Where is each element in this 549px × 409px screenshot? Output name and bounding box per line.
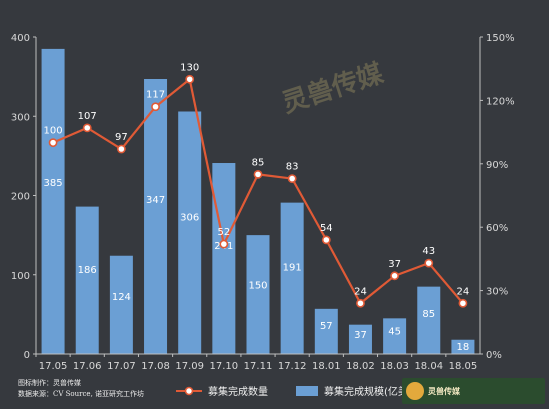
x-tick-label: 17.05 <box>39 361 68 372</box>
bar-value-label: 85 <box>422 309 435 320</box>
bar <box>144 79 168 354</box>
footer-source: 数据来源：CV Source, 诺亚研究工作坊 <box>18 390 145 398</box>
bar <box>178 111 202 355</box>
line-point <box>116 144 126 154</box>
line-value-label: 24 <box>354 286 367 297</box>
line-point <box>390 271 400 281</box>
bar <box>75 206 99 354</box>
line-value-label: 97 <box>115 132 128 143</box>
bar-value-label: 191 <box>283 263 302 274</box>
brand-logo: 灵兽传媒 <box>402 378 545 404</box>
x-tick-label: 18.05 <box>449 361 478 372</box>
bar-value-label: 45 <box>388 326 401 337</box>
line-value-label: 83 <box>286 162 299 173</box>
logo-name: 灵兽传媒 <box>428 386 460 396</box>
line-value-label: 107 <box>78 111 97 122</box>
line-point <box>82 123 92 133</box>
line-point <box>219 239 229 249</box>
line-series <box>48 74 468 308</box>
bar-value-label: 18 <box>457 342 470 353</box>
bar-value-label: 385 <box>44 178 63 189</box>
left-tick-label: 300 <box>11 112 30 123</box>
bar-value-label: 57 <box>320 321 333 332</box>
bar-value-label: 186 <box>78 265 97 276</box>
right-tick-label: 90% <box>486 160 508 171</box>
bar <box>383 318 407 354</box>
left-tick-label: 200 <box>11 192 30 203</box>
bar-value-label: 347 <box>146 195 165 206</box>
footer-credit: 图标制作：灵兽传媒 <box>18 379 81 387</box>
bar <box>246 235 270 354</box>
legend-item-bar: 募集完成规模(亿美元) <box>296 383 422 398</box>
right-tick-label: 0% <box>486 350 502 361</box>
line-point <box>287 174 297 183</box>
line-point <box>424 258 434 268</box>
line-point <box>321 235 331 245</box>
x-tick-label: 17.09 <box>175 361 204 372</box>
x-tick-label: 18.01 <box>312 361 341 372</box>
bar <box>314 308 338 354</box>
line-value-label: 117 <box>146 90 165 101</box>
left-tick-label: 400 <box>11 33 30 44</box>
bar-value-label: 306 <box>180 213 199 224</box>
line-point <box>356 298 365 308</box>
line-value-labels: 100 107 97 117 130 52 85 83 54 24 37 43 24 <box>44 62 470 297</box>
legend-bar-marker <box>296 385 318 396</box>
line-point <box>48 138 58 148</box>
line-value-label: 24 <box>457 286 470 297</box>
x-tick-label: 17.08 <box>141 361 170 372</box>
bar <box>41 48 65 354</box>
line-value-label: 54 <box>320 223 333 234</box>
bar <box>280 202 304 354</box>
x-tick-label: 17.06 <box>73 361 102 372</box>
bar <box>109 255 133 354</box>
x-tick-label: 18.04 <box>414 361 443 372</box>
deer-logo-icon <box>406 382 424 400</box>
bar-value-label: 150 <box>248 281 267 292</box>
right-tick-label: 120% <box>486 96 515 107</box>
right-tick-label: 150% <box>486 33 515 44</box>
line-value-label: 52 <box>217 227 230 238</box>
legend-item-line: 募集完成数量 <box>176 383 268 398</box>
left-tick-label: 0 <box>24 350 30 361</box>
line-point <box>151 102 160 112</box>
bar-value-label: 37 <box>354 330 367 341</box>
line-value-label: 37 <box>388 259 401 270</box>
bar <box>417 286 441 354</box>
bar-series <box>41 48 475 355</box>
axes: 0 100 200 300 400 0% 30% 60% 90% 120% 150% 17.05 17.… <box>11 33 515 372</box>
line-value-label: 100 <box>44 126 63 137</box>
line-point <box>458 298 468 308</box>
line-value-label: 130 <box>180 62 199 73</box>
left-tick-label: 100 <box>11 271 30 282</box>
bar <box>212 163 236 354</box>
bar <box>348 324 372 354</box>
bar-value-label: 124 <box>112 292 131 303</box>
legend-line-marker <box>176 386 202 395</box>
x-tick-label: 18.03 <box>380 361 409 372</box>
legend-label-line: 募集完成数量 <box>208 387 268 398</box>
bar <box>451 339 475 354</box>
right-tick-label: 30% <box>486 287 508 298</box>
x-tick-label: 17.11 <box>244 361 273 372</box>
line-point <box>185 74 195 84</box>
right-tick-label: 60% <box>486 223 508 234</box>
x-tick-label: 17.10 <box>210 361 239 372</box>
line-point <box>253 169 263 179</box>
line-value-label: 43 <box>422 246 435 257</box>
chart-legend: 募集完成数量 募集完成规模(亿美元) <box>176 383 422 398</box>
x-tick-label: 17.07 <box>107 361 136 372</box>
legend-label-bar: 募集完成规模(亿美元) <box>324 387 422 398</box>
x-tick-label: 17.12 <box>278 361 307 372</box>
chart-footer: 图标制作：灵兽传媒 数据来源：CV Source, 诺亚研究工作坊 <box>18 378 144 400</box>
line-value-label: 85 <box>252 157 265 168</box>
x-tick-label: 18.02 <box>346 361 375 372</box>
